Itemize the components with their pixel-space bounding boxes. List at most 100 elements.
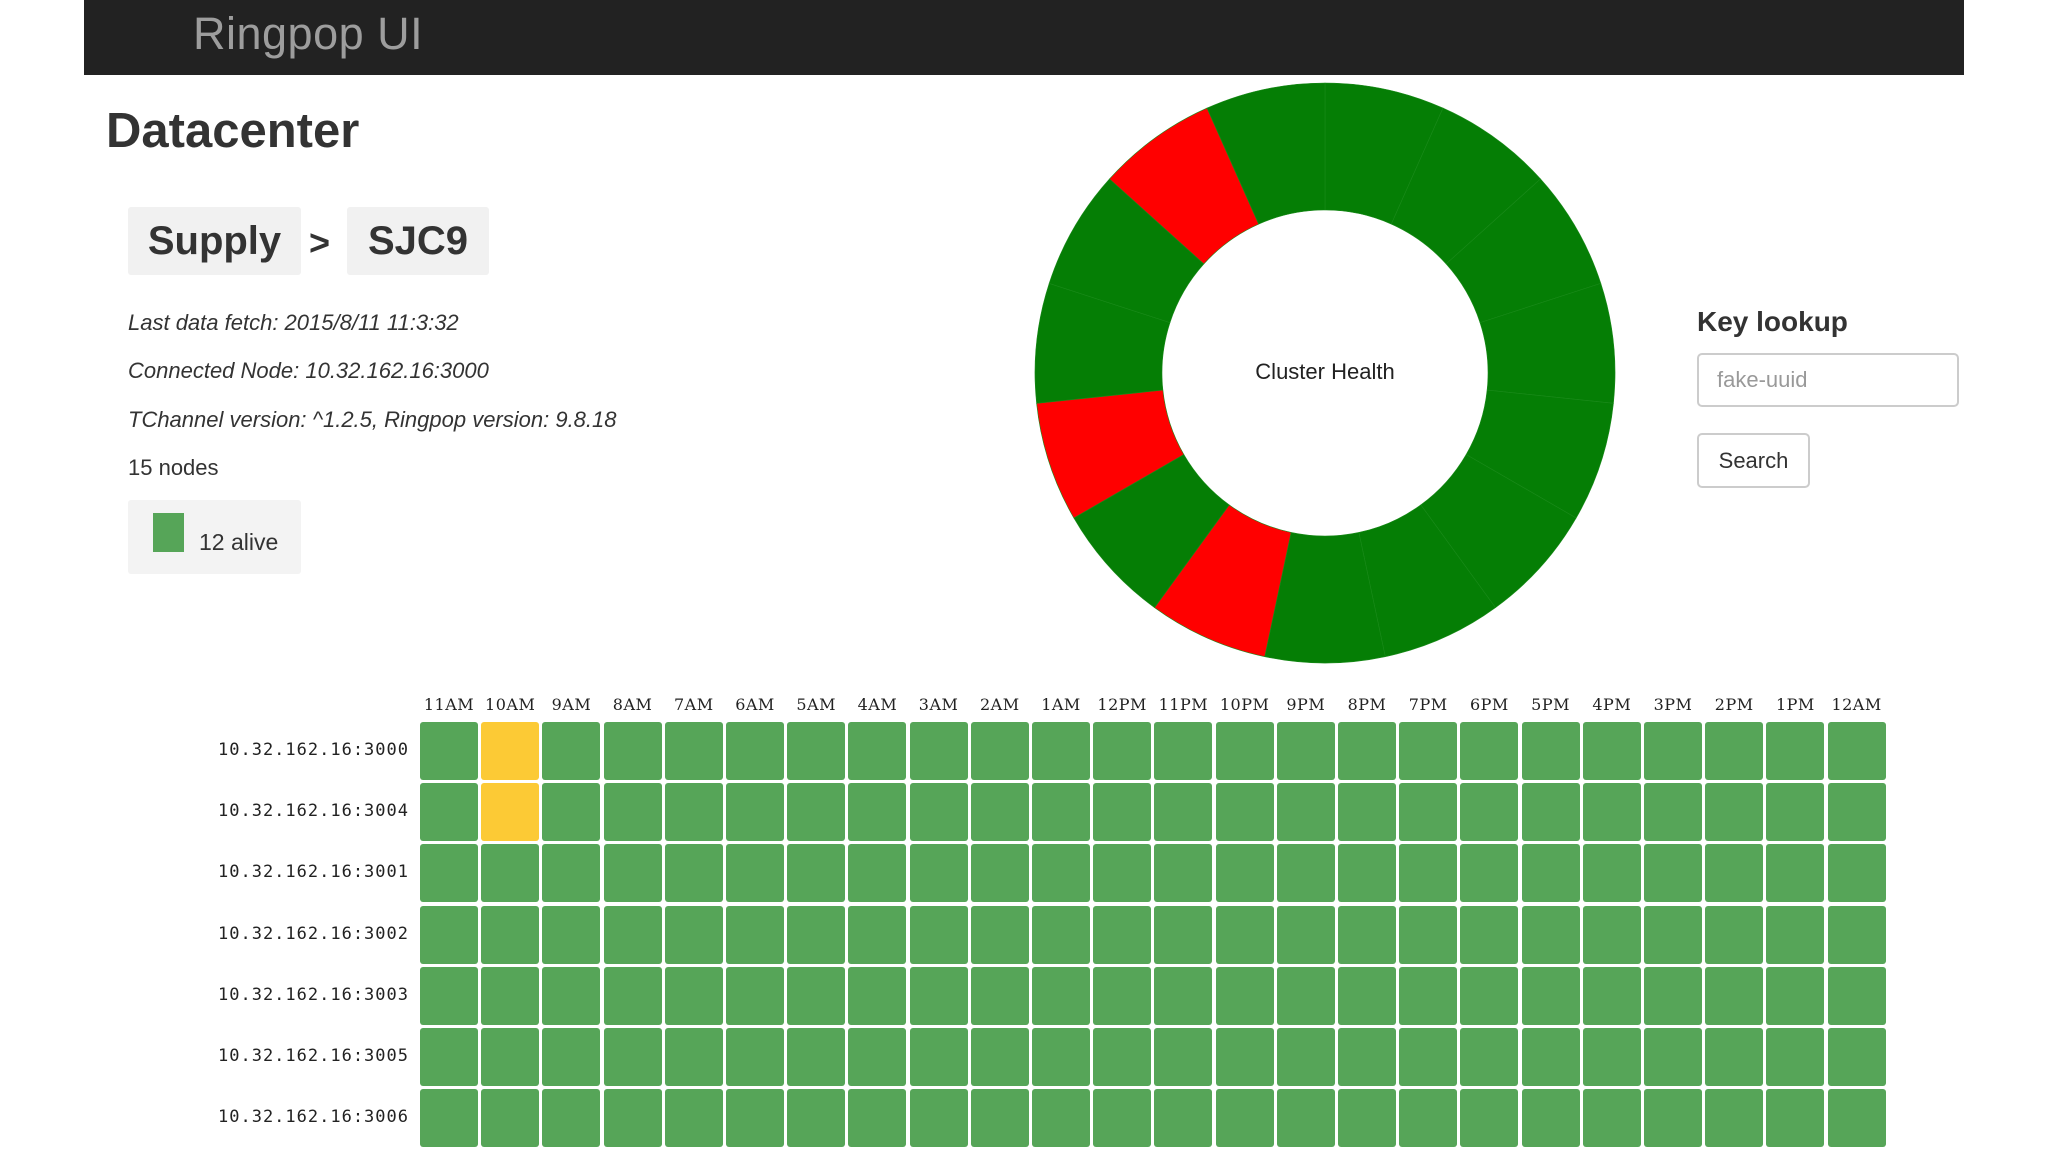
heatmap-cell[interactable]	[1276, 905, 1335, 964]
heatmap-cell[interactable]	[542, 966, 601, 1025]
heatmap-cell[interactable]	[1276, 1028, 1335, 1086]
heatmap-cell[interactable]	[1582, 844, 1641, 903]
heatmap-cell[interactable]	[1154, 966, 1213, 1025]
heatmap-cell[interactable]	[1705, 844, 1764, 903]
heatmap-cell[interactable]	[1338, 905, 1396, 964]
heatmap-cell[interactable]	[1032, 966, 1090, 1025]
heatmap-cell[interactable]	[970, 844, 1029, 903]
heatmap-cell[interactable]	[1827, 905, 1886, 964]
heatmap-cell[interactable]	[1399, 905, 1458, 964]
heatmap-cell[interactable]	[1644, 1089, 1702, 1148]
heatmap-cell[interactable]	[1093, 722, 1152, 780]
heatmap-cell[interactable]	[909, 722, 968, 780]
heatmap-cell[interactable]	[1093, 905, 1152, 964]
heatmap-cell[interactable]	[1032, 1028, 1090, 1086]
heatmap-cell[interactable]	[1705, 722, 1764, 780]
heatmap-cell[interactable]	[787, 844, 846, 903]
heatmap-cell[interactable]	[1032, 722, 1090, 780]
heatmap-cell[interactable]	[1460, 844, 1519, 903]
heatmap-cell[interactable]	[848, 966, 907, 1025]
heatmap-cell[interactable]	[1766, 722, 1825, 780]
heatmap-cell[interactable]	[726, 722, 784, 780]
heatmap-cell[interactable]	[420, 905, 478, 964]
heatmap-cell[interactable]	[1215, 905, 1274, 964]
heatmap-cell[interactable]	[1521, 966, 1580, 1025]
heatmap-cell[interactable]	[1338, 1089, 1396, 1148]
heatmap-cell[interactable]	[664, 905, 723, 964]
heatmap-cell[interactable]	[909, 905, 968, 964]
heatmap-cell[interactable]	[603, 722, 662, 780]
heatmap-cell[interactable]	[970, 722, 1029, 780]
heatmap-cell[interactable]	[1276, 844, 1335, 903]
heatmap-cell[interactable]	[481, 1028, 540, 1086]
heatmap-cell[interactable]	[1399, 966, 1458, 1025]
donut-segment-healthy[interactable]	[1206, 82, 1326, 225]
heatmap-cell[interactable]	[1399, 844, 1458, 903]
heatmap-cell[interactable]	[1827, 722, 1886, 780]
heatmap-cell[interactable]	[1766, 905, 1825, 964]
heatmap-cell[interactable]	[1032, 1089, 1090, 1148]
heatmap-cell[interactable]	[1093, 966, 1152, 1025]
heatmap-cell[interactable]	[420, 844, 478, 903]
heatmap-cell[interactable]	[1276, 1089, 1335, 1148]
heatmap-cell[interactable]	[542, 905, 601, 964]
heatmap-cell[interactable]	[1338, 783, 1396, 842]
heatmap-cell[interactable]	[848, 783, 907, 842]
heatmap-cell[interactable]	[726, 966, 784, 1025]
heatmap-cell[interactable]	[970, 966, 1029, 1025]
heatmap-cell[interactable]	[1521, 905, 1580, 964]
heatmap-cell[interactable]	[1093, 1089, 1152, 1148]
heatmap-cell[interactable]	[1093, 1028, 1152, 1086]
heatmap-cell[interactable]	[1338, 966, 1396, 1025]
heatmap-cell[interactable]	[1582, 1028, 1641, 1086]
heatmap-cell[interactable]	[1032, 905, 1090, 964]
heatmap-cell[interactable]	[1338, 722, 1396, 780]
heatmap-cell[interactable]	[1582, 783, 1641, 842]
heatmap-cell[interactable]	[909, 783, 968, 842]
heatmap-cell[interactable]	[1644, 966, 1702, 1025]
heatmap-cell[interactable]	[1705, 905, 1764, 964]
heatmap-cell[interactable]	[542, 722, 601, 780]
heatmap-cell[interactable]	[1460, 905, 1519, 964]
heatmap-cell[interactable]	[1154, 722, 1213, 780]
heatmap-cell[interactable]	[1582, 722, 1641, 780]
heatmap-cell[interactable]	[664, 1028, 723, 1086]
heatmap-cell[interactable]	[970, 783, 1029, 842]
heatmap-cell[interactable]	[787, 905, 846, 964]
heatmap-cell[interactable]	[1460, 1028, 1519, 1086]
heatmap-cell[interactable]	[542, 844, 601, 903]
heatmap-cell[interactable]	[1460, 783, 1519, 842]
heatmap-cell[interactable]	[1154, 905, 1213, 964]
heatmap-cell[interactable]	[970, 905, 1029, 964]
heatmap-cell[interactable]	[1521, 722, 1580, 780]
heatmap-cell[interactable]	[726, 1028, 784, 1086]
heatmap-cell[interactable]	[481, 1089, 540, 1148]
heatmap-cell[interactable]	[909, 966, 968, 1025]
heatmap-cell[interactable]	[726, 1089, 784, 1148]
heatmap-cell[interactable]	[1338, 844, 1396, 903]
heatmap-cell[interactable]	[787, 783, 846, 842]
heatmap-cell[interactable]	[1705, 783, 1764, 842]
heatmap-cell[interactable]	[1827, 966, 1886, 1025]
heatmap-cell[interactable]	[1644, 1028, 1702, 1086]
heatmap-cell[interactable]	[664, 1089, 723, 1148]
heatmap-cell[interactable]	[664, 844, 723, 903]
heatmap-cell[interactable]	[1460, 966, 1519, 1025]
heatmap-cell[interactable]	[1032, 844, 1090, 903]
heatmap-cell[interactable]	[787, 722, 846, 780]
heatmap-cell[interactable]	[1338, 1028, 1396, 1086]
heatmap-cell[interactable]	[1766, 783, 1825, 842]
heatmap-cell[interactable]	[1215, 966, 1274, 1025]
heatmap-cell[interactable]	[726, 783, 784, 842]
heatmap-cell[interactable]	[1276, 783, 1335, 842]
heatmap-cell[interactable]	[1827, 1089, 1886, 1148]
heatmap-cell[interactable]	[848, 722, 907, 780]
heatmap-cell[interactable]	[481, 844, 540, 903]
heatmap-cell[interactable]	[1460, 722, 1519, 780]
heatmap-cell[interactable]	[603, 1089, 662, 1148]
heatmap-cell[interactable]	[1705, 1028, 1764, 1086]
heatmap-cell[interactable]	[1154, 1089, 1213, 1148]
heatmap-cell[interactable]	[1582, 966, 1641, 1025]
heatmap-cell[interactable]	[664, 783, 723, 842]
heatmap-cell[interactable]	[1582, 905, 1641, 964]
